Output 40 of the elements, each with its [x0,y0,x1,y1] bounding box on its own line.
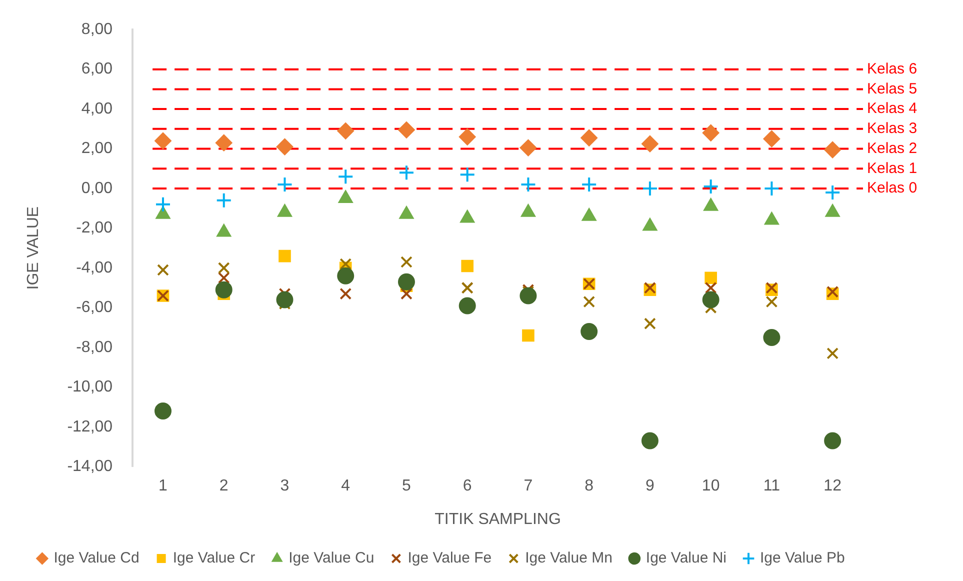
x-tick-label: 7 [524,478,533,495]
x-tick-label: 3 [280,478,290,495]
x-tick-label: 1 [158,478,168,495]
ref-line-label: Kelas 0 [867,180,918,197]
x-tick-label: 9 [646,478,655,495]
y-tick-label: -12,00 [67,418,113,436]
ref-line-label: Kelas 2 [867,140,918,157]
ref-line-label: Kelas 3 [867,120,918,138]
legend-label: Ige Value Cr [172,550,256,567]
y-tick-label: -6,00 [76,299,113,316]
x-tick-label: 5 [402,478,412,495]
x-tick-label: 2 [219,478,228,495]
legend-label: Ige Value Pb [760,550,845,567]
x-tick-label: 11 [763,478,780,495]
legend-label: Ige Value Cd [54,550,140,567]
legend-label: Ige Value Cu [288,550,374,567]
ref-line-label: Kelas 4 [867,100,918,118]
x-axis-title: TITIK SAMPLING [434,510,561,528]
y-tick-label: -14,00 [67,458,113,476]
x-tick-label: 8 [584,478,594,495]
x-tick-label: 10 [702,478,720,495]
legend-label: Ige Value Ni [646,550,727,567]
ref-line-label: Kelas 5 [867,80,918,98]
legend-label: Ige Value Fe [408,550,492,567]
legend-label: Ige Value Mn [525,550,612,567]
y-tick-label: 6,00 [81,60,113,78]
y-tick-label: 0,00 [81,180,113,197]
x-tick-label: 4 [341,478,350,495]
y-tick-label: 4,00 [81,100,113,118]
y-tick-label: -8,00 [76,338,113,356]
x-tick-label: 12 [824,478,842,495]
y-tick-label: 8,00 [81,21,113,38]
ref-line-label: Kelas 1 [867,160,918,177]
x-tick-label: 6 [462,478,472,495]
y-axis-title: IGE VALUE [25,206,42,290]
y-tick-label: 2,00 [81,140,113,158]
y-tick-label: -10,00 [67,378,113,396]
y-tick-label: -4,00 [76,259,113,276]
y-tick-label: -2,00 [76,220,113,237]
ref-line-label: Kelas 6 [867,60,918,78]
